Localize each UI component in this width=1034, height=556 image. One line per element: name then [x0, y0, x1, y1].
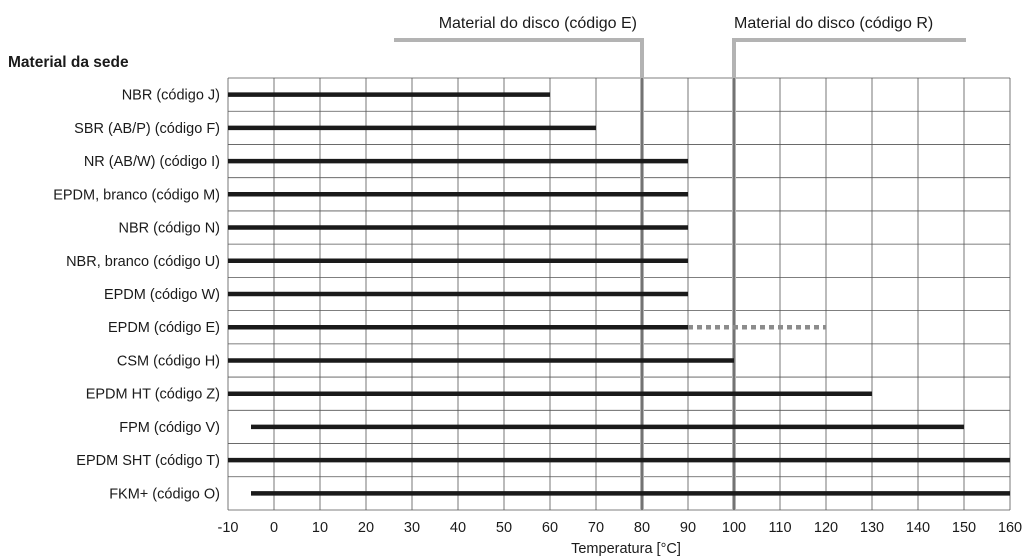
x-tick-label: 150 — [952, 520, 976, 536]
x-tick-label: 140 — [906, 520, 930, 536]
x-tick-label: 90 — [680, 520, 696, 536]
y-category-label: SBR (AB/P) (código F) — [74, 121, 220, 137]
y-category-label: FKM+ (código O) — [109, 486, 220, 502]
x-tick-label: 110 — [768, 520, 791, 536]
reference-label: Material do disco (código R) — [734, 15, 933, 32]
chart-title: Material da sede — [8, 54, 129, 71]
x-tick-label: 80 — [634, 520, 650, 536]
y-category-label: NBR, branco (código U) — [66, 254, 220, 270]
x-tick-label: 50 — [496, 520, 512, 536]
reference-leader — [394, 38, 644, 78]
x-axis-label: Temperatura [°C] — [571, 541, 681, 556]
y-category-label: NR (AB/W) (código I) — [84, 154, 220, 170]
x-tick-label: 20 — [358, 520, 374, 536]
x-tick-label: 130 — [860, 520, 884, 536]
reference-label: Material do disco (código E) — [439, 15, 637, 32]
x-tick-label: 10 — [312, 520, 328, 536]
x-tick-label: 60 — [542, 520, 558, 536]
x-tick-label: 0 — [270, 520, 278, 536]
y-category-label: NBR (código N) — [118, 221, 220, 237]
x-axis-ticks: -10 0 10 20 30 40 50 60 70 80 90 100 110 120 130 140 150… — [218, 520, 1023, 536]
y-category-label: FPM (código V) — [119, 420, 220, 436]
x-tick-label: 30 — [404, 520, 420, 536]
reference-leader — [732, 38, 966, 78]
x-tick-label: 160 — [998, 520, 1022, 536]
y-category-label: EPDM (código W) — [104, 287, 220, 303]
y-category-label: NBR (código J) — [122, 88, 220, 104]
x-tick-label: -10 — [218, 520, 239, 536]
y-category-label: CSM (código H) — [117, 353, 220, 369]
y-category-label: EPDM, branco (código M) — [53, 187, 220, 203]
y-category-label: EPDM SHT (código T) — [76, 453, 220, 469]
x-tick-label: 40 — [450, 520, 466, 536]
x-tick-label: 100 — [722, 520, 746, 536]
x-tick-label: 70 — [588, 520, 604, 536]
y-axis-labels: NBR (código J) SBR (AB/P) (código F) NR (A… — [53, 88, 220, 503]
y-category-label: EPDM HT (código Z) — [86, 387, 220, 403]
bars — [228, 92, 1010, 496]
x-tick-label: 120 — [814, 520, 838, 536]
y-category-label: EPDM (código E) — [108, 320, 220, 336]
